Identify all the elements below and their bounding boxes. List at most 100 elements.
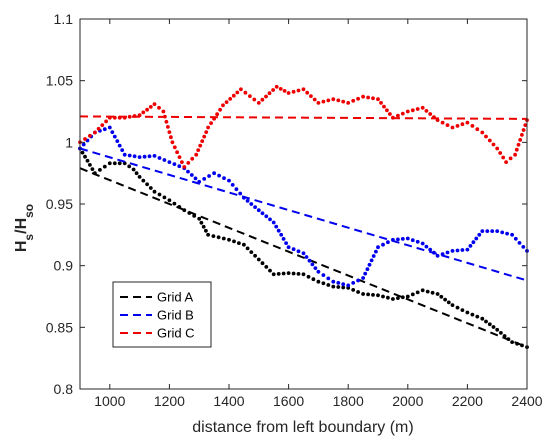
data-point [274,224,279,229]
data-point [198,143,203,148]
data-point [137,155,142,160]
data-point [276,272,281,276]
data-point [228,97,233,101]
data-point [243,90,248,95]
data-point [286,271,291,275]
data-point [291,271,296,276]
data-point [245,246,250,251]
data-point [182,165,187,169]
data-point [245,199,250,203]
x-tick-label: 1200 [154,393,185,409]
data-point [331,279,336,284]
data-point [248,94,252,98]
data-point [480,316,485,321]
data-point [170,140,175,145]
data-point [112,161,117,166]
data-point [470,312,475,317]
data-point [361,94,365,99]
data-point [268,268,272,273]
data-point [351,288,356,292]
data-point [141,178,146,183]
data-point [216,235,221,240]
data-point [391,115,395,120]
data-point [264,94,268,99]
data-point [371,96,375,101]
data-point [346,283,351,288]
data-point [238,191,243,196]
data-point [465,310,470,315]
y-tick-label: 1.05 [46,73,73,89]
data-point [148,105,153,109]
data-point [167,198,172,203]
data-point [221,236,226,241]
data-point [366,292,370,297]
data-point [110,130,115,135]
data-point [487,322,492,327]
data-point [508,156,513,161]
data-point [455,248,460,253]
data-point [371,293,375,297]
data-point [386,240,390,245]
data-point [167,130,172,135]
data-point [134,171,139,176]
data-point [491,325,496,329]
data-point [80,150,85,155]
data-point [515,341,519,346]
data-point [193,176,198,181]
data-point [520,133,524,137]
data-point [102,127,107,132]
data-point [276,228,281,233]
data-point [282,89,287,93]
legend-entry: Grid C [157,326,195,341]
data-point [450,125,455,130]
data-point [376,293,380,298]
data-point [260,211,265,216]
data-point [326,276,331,281]
data-point [90,167,95,172]
legend: Grid A Grid B Grid C [112,281,212,348]
data-point [341,282,346,287]
data-point [445,123,450,127]
data-point [163,114,167,119]
data-point [81,142,86,147]
data-point [141,110,146,115]
data-point [122,152,127,157]
data-point [495,146,500,151]
data-point [474,236,479,241]
data-point [284,241,288,246]
data-point [424,244,429,249]
data-point [491,142,496,147]
data-point [197,179,202,184]
data-point [424,109,429,113]
data-point [480,229,485,234]
data-point [172,145,177,150]
data-point [391,237,395,242]
data-point [310,262,315,267]
data-point [281,271,286,276]
data-point [218,107,223,112]
data-point [460,308,465,312]
data-point [104,119,108,124]
data-point [249,202,254,206]
data-point [304,255,309,259]
data-point [167,160,172,165]
data-point [420,241,425,246]
data-point [296,88,301,93]
data-point [521,245,526,249]
data-point [465,247,470,252]
data-point [346,101,351,105]
data-point [88,133,92,138]
data-point [490,229,495,234]
data-point [131,167,136,172]
data-point [231,93,236,98]
data-point [341,99,346,104]
data-point [510,232,514,237]
data-point [415,290,420,295]
x-tick-label: 1600 [273,393,304,409]
fit-line [79,147,528,282]
data-point [190,156,195,161]
data-point [212,171,217,176]
data-point [197,216,202,221]
data-point [227,237,231,242]
data-point [85,158,90,163]
